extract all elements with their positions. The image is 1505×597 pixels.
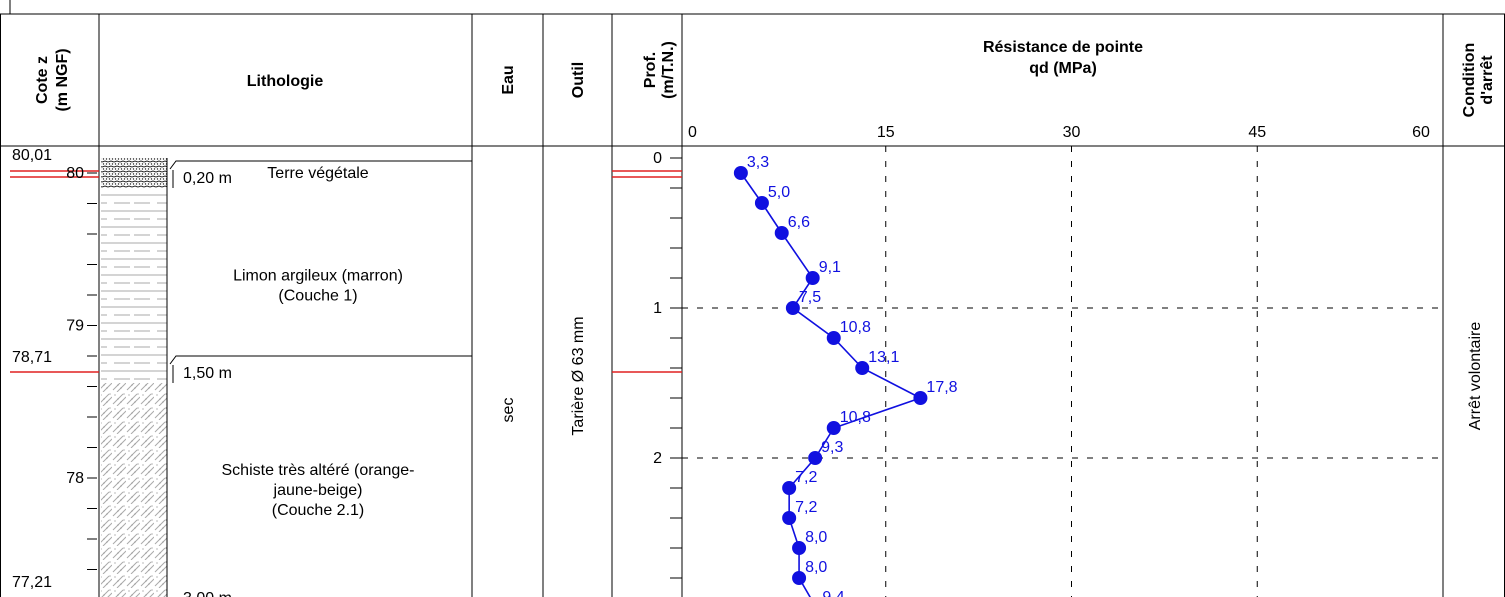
cote-layer-elevation: 78,71: [12, 349, 52, 366]
qd-tick-label: 15: [877, 124, 895, 141]
qd-profile-line: [740, 172, 923, 597]
lithology-description: jaune-beige): [273, 482, 363, 499]
lithologie-header: Lithologie: [247, 73, 324, 90]
qd-point: [826, 421, 841, 435]
qd-point-label: 17,8: [926, 379, 957, 396]
lithology-description: Terre végétale: [267, 165, 368, 182]
prof-tick-label: 1: [653, 300, 662, 317]
cote-tick-label: 78: [66, 470, 84, 487]
qd-point: [782, 511, 797, 525]
layer-boundary-line: [169, 355, 472, 365]
lithology-description: (Couche 2.1): [272, 502, 365, 519]
eau-value: sec: [500, 398, 517, 423]
qd-point-label: 8,0: [805, 559, 827, 576]
lithology-pattern-topsoil: [101, 158, 167, 188]
qd-point: [782, 481, 797, 495]
layer-bottom-depth: 3,00 m: [183, 590, 232, 597]
layer-bottom-depth: 0,20 m: [183, 170, 232, 187]
qd-point: [792, 541, 807, 555]
prof-header-line2: (m/T.N.): [660, 41, 677, 99]
resistance-header-line1: Résistance de pointe: [983, 39, 1143, 56]
cote-tick-label: 79: [66, 318, 84, 335]
qd-point-label: 10,8: [840, 409, 871, 426]
prof-header-line1: Prof.: [642, 52, 659, 88]
qd-point-label: 3,3: [747, 154, 769, 171]
layer-boundary-line: [169, 160, 472, 170]
qd-point-label: 7,2: [795, 499, 817, 516]
qd-point: [785, 301, 800, 315]
cote-tick-label: 80: [66, 165, 84, 182]
cote-layer-elevation: 80,01: [12, 147, 52, 164]
qd-tick-label: 0: [688, 124, 697, 141]
condition-header-line1: Condition: [1461, 43, 1478, 118]
lithology-description: (Couche 1): [278, 288, 357, 305]
qd-tick-label: 45: [1248, 124, 1266, 141]
layer-bottom-depth: 1,50 m: [183, 365, 232, 382]
qd-point: [754, 196, 769, 210]
resistance-header-line2: qd (MPa): [1029, 60, 1097, 77]
qd-point-label: 6,6: [788, 214, 810, 231]
lithology-description: Limon argileux (marron): [233, 268, 403, 285]
qd-point-label: 9,3: [821, 439, 843, 456]
outil-header: Outil: [570, 62, 587, 98]
cote-header-line1: Cote z: [34, 56, 51, 104]
eau-header: Eau: [500, 65, 517, 94]
qd-point: [855, 361, 870, 375]
qd-point: [733, 166, 748, 180]
prof-tick-label: 2: [653, 450, 662, 467]
qd-point: [826, 331, 841, 345]
lithology-description: Schiste très altéré (orange-: [222, 462, 415, 479]
qd-point-label: 13,1: [868, 349, 899, 366]
qd-point: [774, 226, 789, 240]
qd-point-label: 8,0: [805, 529, 827, 546]
qd-point-label: 7,2: [795, 469, 817, 486]
condition-header-line2: d'arrêt: [1479, 55, 1496, 105]
qd-point-label: 9,4: [822, 589, 844, 597]
qd-tick-label: 30: [1063, 124, 1081, 141]
qd-tick-label: 60: [1412, 124, 1430, 141]
cote-layer-elevation: 77,21: [12, 574, 52, 591]
qd-point-label: 10,8: [840, 319, 871, 336]
outil-value: Tarière Ø 63 mm: [570, 316, 587, 435]
qd-point: [808, 451, 823, 465]
lithology-pattern-silt: [101, 188, 167, 383]
condition-value: Arrêt volontaire: [1467, 322, 1484, 431]
qd-point-label: 7,5: [799, 289, 821, 306]
cote-header-line2: (m NGF): [54, 48, 71, 111]
qd-point-label: 5,0: [768, 184, 790, 201]
qd-point-label: 9,1: [819, 259, 841, 276]
lithology-pattern-schist: [101, 383, 167, 597]
qd-point: [792, 571, 807, 585]
qd-point: [805, 271, 820, 285]
prof-tick-label: 0: [653, 150, 662, 167]
qd-point: [913, 391, 928, 405]
